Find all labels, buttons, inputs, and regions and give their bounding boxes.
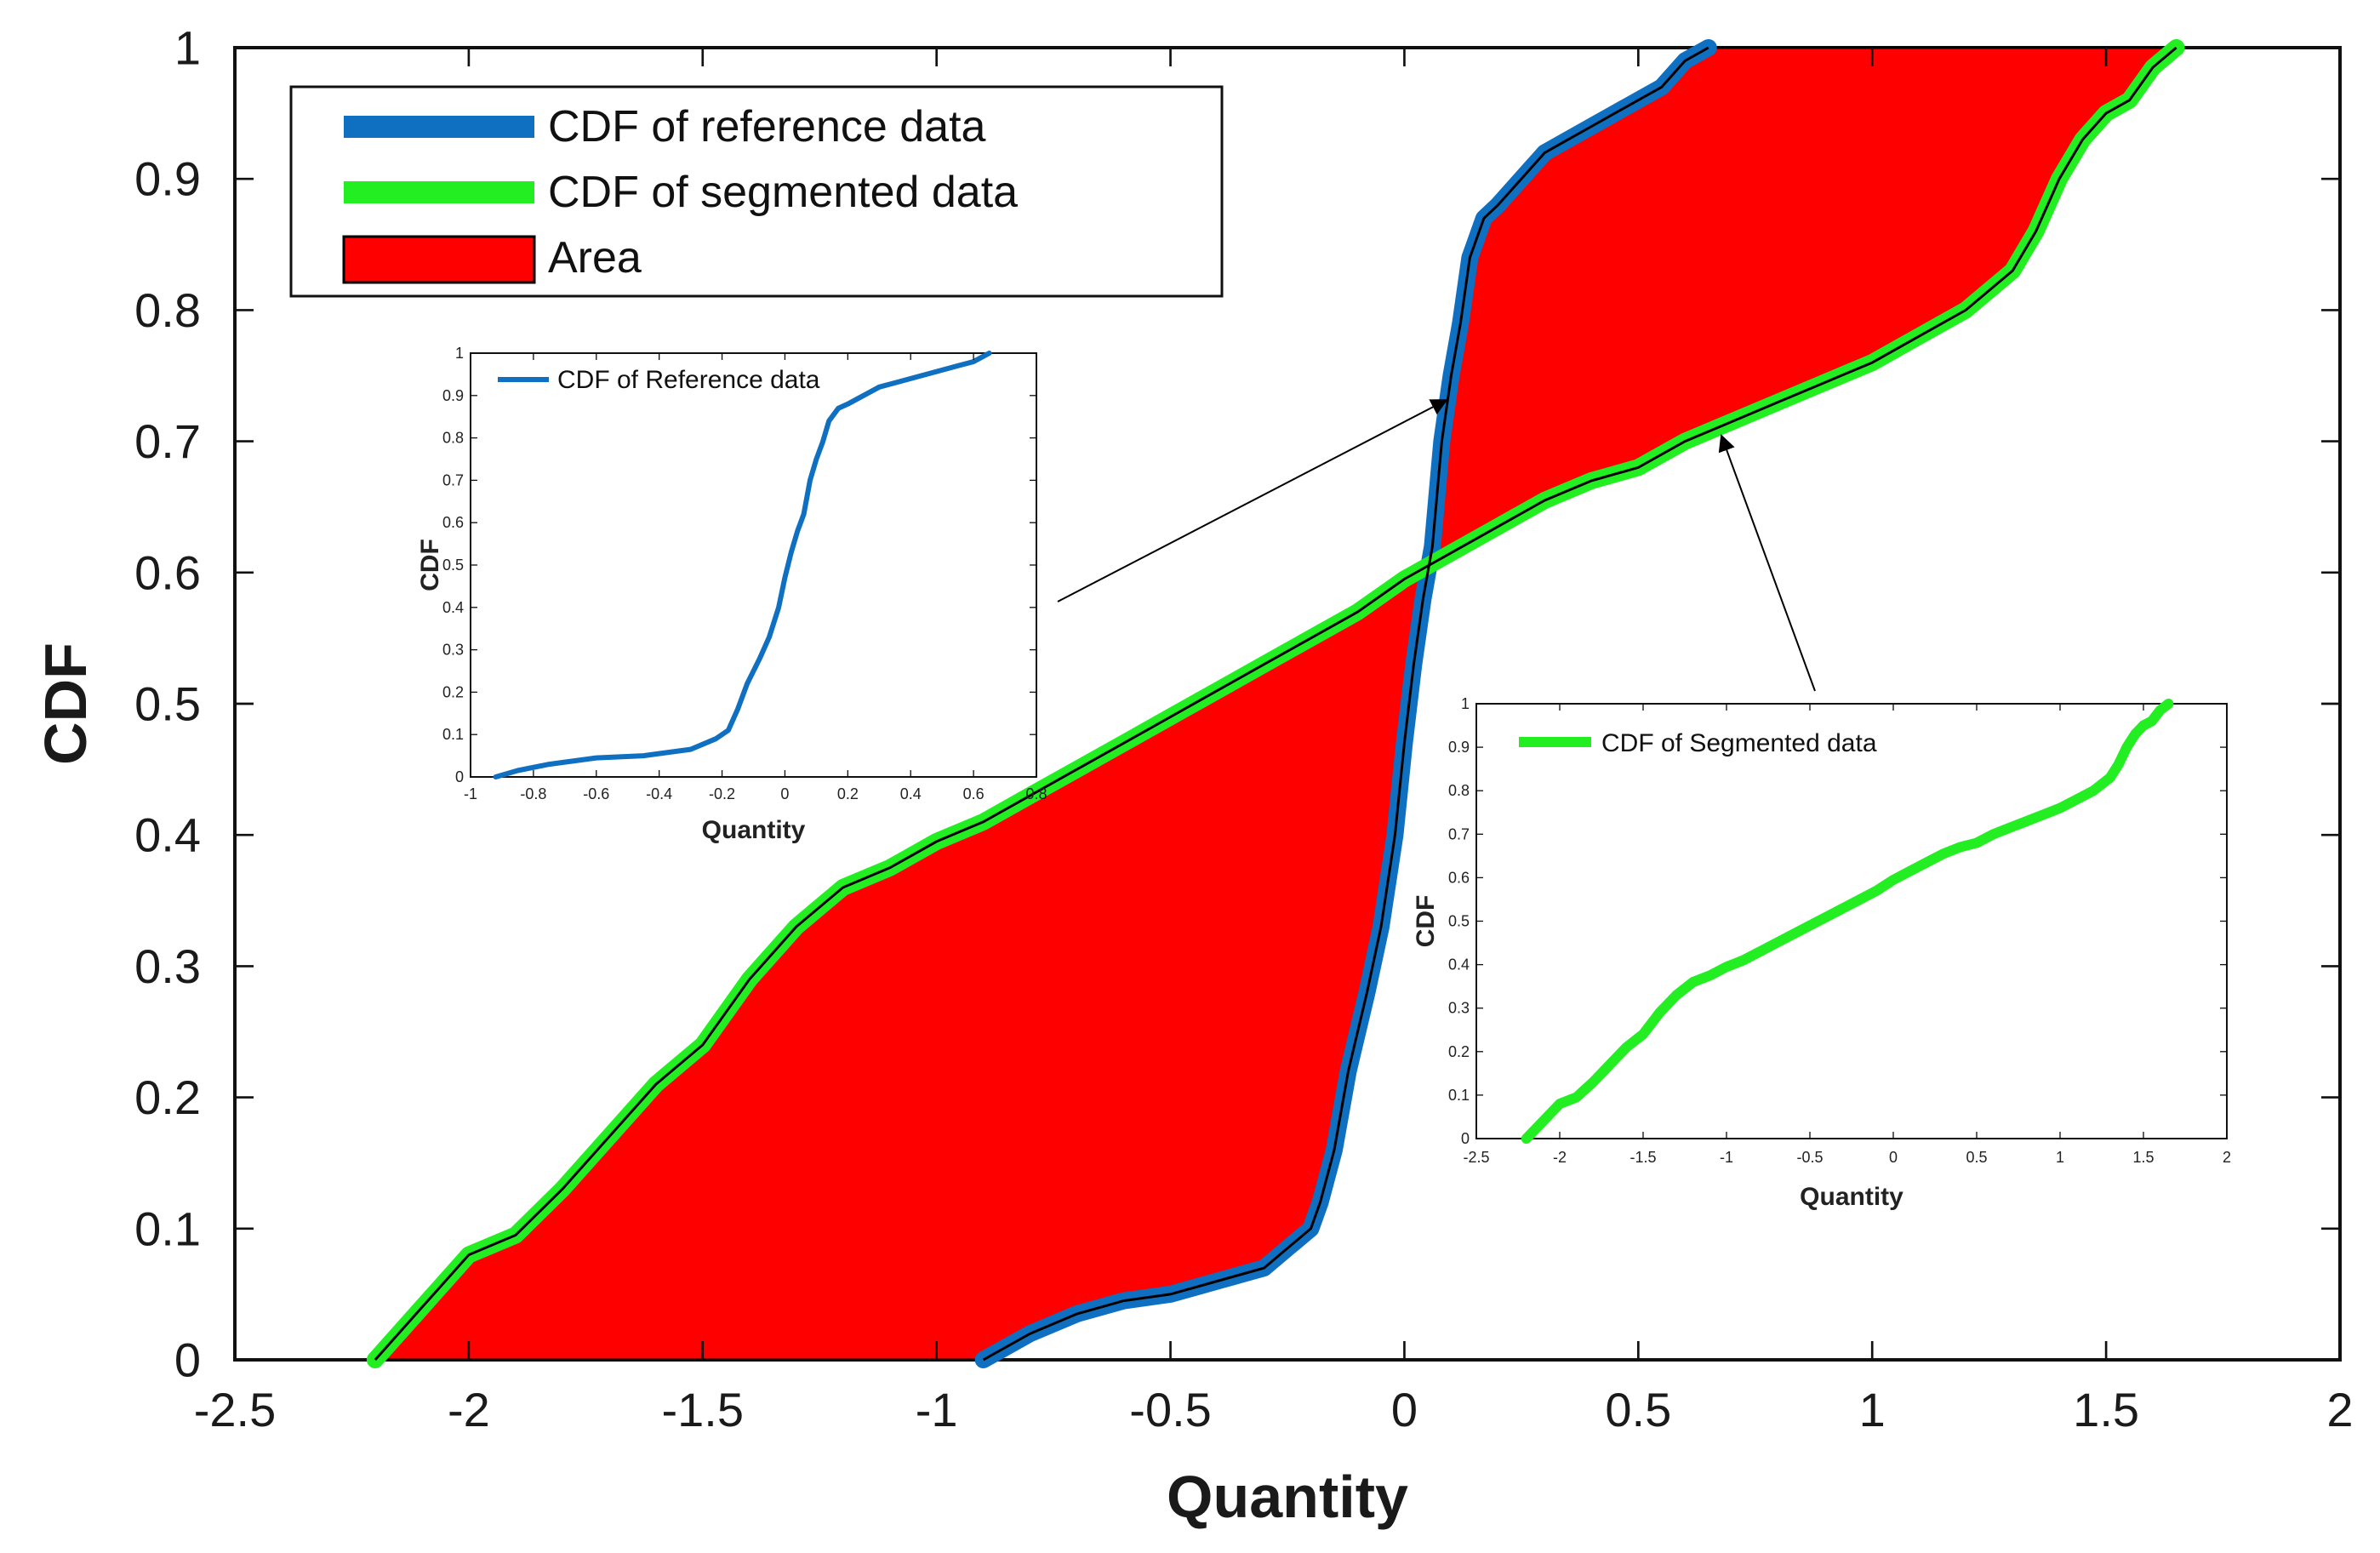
annotation-arrows bbox=[1057, 399, 1816, 692]
y-tick-label: 0.6 bbox=[134, 545, 201, 599]
inset-ref-y-tick-label: 0.3 bbox=[442, 642, 464, 659]
inset-seg-series-line-segmented bbox=[1521, 699, 2174, 1144]
inset-ref-x-tick-label: -1 bbox=[464, 785, 477, 802]
y-tick-label: 0.7 bbox=[134, 414, 201, 468]
x-tick-label: 1 bbox=[1859, 1383, 1886, 1436]
inset-seg-y-tick-label: 0.5 bbox=[1448, 913, 1470, 930]
inset-seg-x-tick-label: 0.5 bbox=[1966, 1149, 1987, 1166]
x-tick-label: -2 bbox=[448, 1383, 490, 1436]
x-tick-label: -1.5 bbox=[662, 1383, 745, 1436]
y-tick-label: 0.4 bbox=[134, 808, 201, 862]
x-tick-label: -2.5 bbox=[194, 1383, 277, 1436]
arrow-to-reference bbox=[1057, 399, 1448, 602]
inset-ref-x-tick-label: 0.2 bbox=[837, 785, 859, 802]
inset-seg-x-tick-label: 0 bbox=[1889, 1149, 1898, 1166]
inset-seg-y-tick-label: 0.8 bbox=[1448, 782, 1470, 799]
inset-seg-x-tick-label: -1.5 bbox=[1629, 1149, 1656, 1166]
inset-ref-y-tick-label: 0.8 bbox=[442, 430, 464, 447]
inset-seg-y-tick-label: 0.6 bbox=[1448, 869, 1470, 886]
inset-ref-y-tick-label: 0.6 bbox=[442, 514, 464, 531]
inset-ref-x-axis-label: Quantity bbox=[702, 816, 806, 844]
inset-ref-y-tick-label: 0.7 bbox=[442, 471, 464, 488]
inset-seg-legend-label: CDF of Segmented data bbox=[1601, 729, 1877, 757]
y-tick-label: 0.5 bbox=[134, 677, 201, 731]
inset-seg-x-tick-label: 1 bbox=[2056, 1149, 2064, 1166]
inset-seg-y-tick-label: 0 bbox=[1461, 1130, 1470, 1147]
y-axis-label: CDF bbox=[32, 642, 99, 765]
inset-ref-y-tick-label: 1 bbox=[455, 345, 464, 362]
x-tick-label: 2 bbox=[2326, 1383, 2353, 1436]
legend-label-area: Area bbox=[548, 233, 642, 283]
legend: CDF of reference data CDF of segmented da… bbox=[289, 85, 1224, 298]
x-tick-label: 0.5 bbox=[1605, 1383, 1671, 1436]
inset-ref-x-tick-label: 0.6 bbox=[963, 785, 985, 802]
x-tick-label: -0.5 bbox=[1129, 1383, 1212, 1436]
inset-seg-x-tick-label: 2 bbox=[2223, 1149, 2231, 1166]
inset-ref-y-tick-label: 0.1 bbox=[442, 726, 464, 743]
inset-seg-y-axis-label: CDF bbox=[1412, 895, 1440, 948]
inset-seg-y-tick-label: 0.2 bbox=[1448, 1043, 1470, 1060]
inset-seg-x-tick-label: -1 bbox=[1720, 1149, 1733, 1166]
y-tick-label: 0.3 bbox=[134, 939, 201, 993]
y-tick-label: 0 bbox=[174, 1333, 201, 1387]
inset-ref-y-axis-label: CDF bbox=[416, 539, 444, 591]
inset-ref-x-tick-label: 0 bbox=[780, 785, 789, 802]
inset-ref-y-tick-label: 0.9 bbox=[442, 387, 464, 404]
inset-ref-series-line-reference bbox=[493, 351, 992, 779]
inset-ref-y-tick-label: 0.4 bbox=[442, 599, 464, 616]
inset-ref-x-tick-label: -0.6 bbox=[583, 785, 609, 802]
inset-seg-x-tick-label: -2 bbox=[1553, 1149, 1567, 1166]
x-axis-label: Quantity bbox=[1167, 1464, 1408, 1530]
legend-swatch-area bbox=[342, 235, 536, 284]
inset-ref-x-tick-label: -0.2 bbox=[709, 785, 735, 802]
inset-seg-y-tick-label: 0.1 bbox=[1448, 1087, 1470, 1104]
y-tick-label: 0.2 bbox=[134, 1071, 201, 1124]
y-tick-label: 0.1 bbox=[134, 1202, 201, 1255]
y-tick-label: 0.8 bbox=[134, 283, 201, 337]
inset-ref-y-tick-label: 0.2 bbox=[442, 683, 464, 700]
inset-ref-x-tick-label: -0.4 bbox=[646, 785, 672, 802]
legend-label-segmented: CDF of segmented data bbox=[548, 168, 1018, 217]
inset-ref-y-tick-label: 0.5 bbox=[442, 557, 464, 574]
inset-segmented-chart: -2.5 -2 -1.5 -1 -0.5 0 0.5 1 1.5 2 0 0.1 0.2 0.3 0.4 0.… bbox=[1412, 695, 2231, 1211]
series-edge-1 bbox=[374, 46, 2177, 1361]
inset-ref-plot-frame bbox=[470, 352, 1037, 778]
inset-seg-x-tick-label: -2.5 bbox=[1463, 1149, 1489, 1166]
inset-seg-x-tick-label: -0.5 bbox=[1796, 1149, 1823, 1166]
inset-seg-y-tick-label: 0.3 bbox=[1448, 1000, 1470, 1017]
inset-seg-x-axis-label: Quantity bbox=[1800, 1183, 1903, 1211]
inset-ref-x-tick-label: 0.8 bbox=[1025, 785, 1047, 802]
inset-ref-y-tick-label: 0 bbox=[455, 768, 464, 785]
inset-seg-x-tick-label: 1.5 bbox=[2132, 1149, 2154, 1166]
inset-seg-y-tick-label: 0.9 bbox=[1448, 739, 1470, 756]
inset-ref-x-tick-label: -0.8 bbox=[520, 785, 546, 802]
inset-seg-y-tick-label: 1 bbox=[1461, 695, 1470, 712]
inset-ref-x-tick-label: 0.4 bbox=[900, 785, 922, 802]
x-tick-label: -1 bbox=[916, 1383, 958, 1436]
inset-seg-y-tick-label: 0.4 bbox=[1448, 956, 1470, 973]
x-tick-label: 0 bbox=[1391, 1383, 1418, 1436]
y-tick-label: 1 bbox=[174, 21, 201, 75]
arrow-to-segmented bbox=[1718, 434, 1816, 692]
inset-reference-chart: -1 -0.8 -0.6 -0.4 -0.2 0 0.2 0.4 0.6 0.8 0 0.1 0.2 0.… bbox=[416, 345, 1047, 844]
y-tick-label: 0.9 bbox=[134, 152, 201, 206]
x-tick-label: 1.5 bbox=[2073, 1383, 2139, 1436]
inset-seg-y-tick-label: 0.7 bbox=[1448, 825, 1470, 842]
inset-ref-legend-label: CDF of Reference data bbox=[557, 366, 820, 394]
series-edge-0 bbox=[982, 46, 1709, 1362]
legend-label-reference: CDF of reference data bbox=[548, 102, 986, 151]
